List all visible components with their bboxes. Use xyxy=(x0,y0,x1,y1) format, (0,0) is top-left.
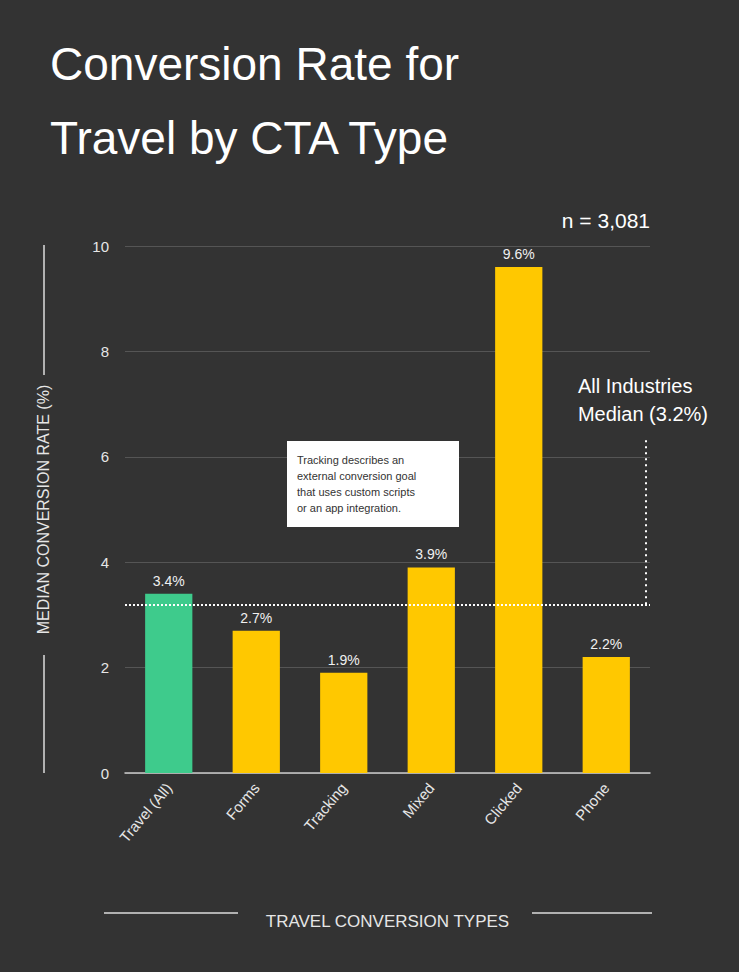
svg-text:TRAVEL CONVERSION TYPES: TRAVEL CONVERSION TYPES xyxy=(266,912,509,931)
svg-text:n = 3,081: n = 3,081 xyxy=(562,209,650,232)
svg-text:external conversion goal: external conversion goal xyxy=(297,470,416,482)
svg-text:3.9%: 3.9% xyxy=(415,546,447,562)
svg-text:9.6%: 9.6% xyxy=(503,246,535,262)
svg-text:Phone: Phone xyxy=(572,780,613,824)
svg-text:Tracking: Tracking xyxy=(301,780,351,835)
svg-text:3.4%: 3.4% xyxy=(153,573,185,589)
svg-text:2: 2 xyxy=(101,659,109,676)
svg-text:4: 4 xyxy=(101,554,109,571)
svg-text:Forms: Forms xyxy=(222,780,262,823)
svg-text:1.9%: 1.9% xyxy=(328,652,360,668)
svg-text:Travel by CTA Type: Travel by CTA Type xyxy=(50,112,448,164)
svg-text:Mixed: Mixed xyxy=(399,780,438,822)
svg-text:or an app integration.: or an app integration. xyxy=(297,502,401,514)
svg-text:Clicked: Clicked xyxy=(481,780,526,829)
svg-text:0: 0 xyxy=(101,765,109,782)
svg-text:2.7%: 2.7% xyxy=(240,610,272,626)
svg-text:10: 10 xyxy=(92,238,109,255)
svg-text:All Industries: All Industries xyxy=(578,375,693,397)
svg-text:MEDIAN CONVERSION RATE (%): MEDIAN CONVERSION RATE (%) xyxy=(35,385,52,635)
svg-text:Tracking describes an: Tracking describes an xyxy=(297,454,404,466)
svg-text:Conversion Rate for: Conversion Rate for xyxy=(50,38,459,90)
svg-text:Travel (All): Travel (All) xyxy=(116,780,175,846)
svg-text:2.2%: 2.2% xyxy=(590,636,622,652)
svg-text:8: 8 xyxy=(101,343,109,360)
svg-text:Median (3.2%): Median (3.2%) xyxy=(578,403,708,425)
svg-text:6: 6 xyxy=(101,448,109,465)
svg-text:that uses custom scripts: that uses custom scripts xyxy=(297,486,415,498)
